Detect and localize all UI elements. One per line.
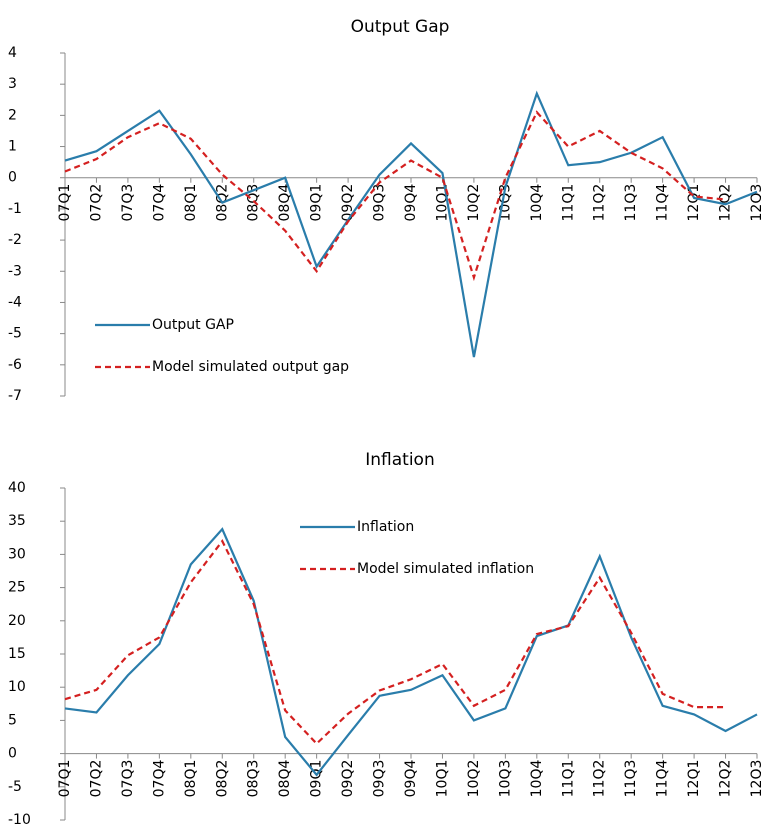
y-tick-label: -6 (8, 357, 22, 373)
x-tick-label: 10Q2 (466, 184, 482, 222)
x-tick-label: 08Q1 (183, 760, 199, 798)
y-tick-label: 25 (8, 580, 26, 596)
x-tick-label: 11Q1 (560, 184, 576, 222)
x-tick-label: 11Q2 (592, 184, 608, 222)
x-tick-label: 11Q1 (560, 760, 576, 798)
x-tick-label: 08Q3 (246, 760, 262, 798)
x-tick-label: 09Q3 (372, 760, 388, 798)
x-tick-label: 09Q3 (372, 184, 388, 222)
x-tick-label: 10Q4 (529, 760, 545, 798)
x-tick-label: 11Q3 (623, 184, 639, 222)
series-line (64, 90, 758, 358)
x-tick-label: 12Q2 (718, 760, 734, 798)
x-tick-label: 11Q4 (655, 184, 671, 222)
y-tick-label: -4 (8, 294, 22, 310)
y-tick-label: -2 (8, 232, 22, 248)
legend-label: Model simulated output gap (152, 359, 349, 375)
y-tick-label: 20 (8, 613, 26, 629)
x-tick-label: 07Q4 (151, 184, 167, 222)
y-tick-label: 3 (8, 76, 17, 92)
series-line (64, 527, 758, 777)
y-tick-label: 0 (8, 746, 17, 762)
x-tick-label: 07Q2 (88, 760, 104, 798)
x-tick-label: 09Q1 (309, 760, 325, 798)
legend-label: Output GAP (152, 317, 234, 333)
x-tick-label: 08Q1 (183, 184, 199, 222)
x-tick-label: 11Q2 (592, 760, 608, 798)
x-tick-label: 12Q3 (749, 760, 761, 798)
x-tick-label: 10Q4 (529, 184, 545, 222)
chart-title: Output Gap (351, 17, 450, 37)
y-tick-label: 15 (8, 646, 26, 662)
y-tick-label: 30 (8, 546, 26, 562)
x-tick-label: 12Q3 (749, 184, 761, 222)
x-tick-label: 11Q4 (655, 760, 671, 798)
x-tick-label: 09Q1 (309, 184, 325, 222)
x-tick-label: 10Q3 (497, 760, 513, 798)
y-tick-label: 5 (8, 712, 17, 728)
x-tick-label: 07Q3 (120, 184, 136, 222)
y-tick-label: 40 (8, 480, 26, 496)
x-tick-label: 12Q2 (718, 184, 734, 222)
x-tick-label: 10Q1 (434, 760, 450, 798)
y-tick-label: 2 (8, 107, 17, 123)
y-tick-label: 4 (8, 45, 17, 61)
x-tick-label: 11Q3 (623, 760, 639, 798)
x-tick-label: 09Q4 (403, 184, 419, 222)
x-tick-label: 10Q2 (466, 760, 482, 798)
x-tick-label: 08Q2 (214, 760, 230, 798)
y-tick-label: -5 (8, 326, 22, 342)
x-tick-label: 07Q4 (151, 760, 167, 798)
x-tick-label: 07Q1 (57, 184, 73, 222)
y-tick-label: 1 (8, 139, 17, 155)
x-tick-label: 12Q1 (686, 760, 702, 798)
y-tick-label: -7 (8, 388, 22, 404)
legend-label: Model simulated inflation (357, 561, 534, 577)
x-tick-label: 07Q1 (57, 760, 73, 798)
series-line (64, 539, 726, 746)
y-tick-label: -10 (8, 812, 31, 825)
y-tick-label: 35 (8, 513, 26, 529)
y-tick-label: 10 (8, 679, 26, 695)
legend-label: Inflation (357, 519, 414, 535)
y-tick-label: 0 (8, 170, 17, 186)
x-tick-label: 07Q3 (120, 760, 136, 798)
x-tick-label: 09Q2 (340, 760, 356, 798)
x-tick-label: 08Q4 (277, 760, 293, 798)
y-tick-label: -5 (8, 779, 22, 795)
y-tick-label: -3 (8, 263, 22, 279)
chart-title: Inflation (365, 450, 434, 470)
y-tick-label: -1 (8, 201, 22, 217)
series-line (64, 110, 726, 282)
x-tick-label: 09Q4 (403, 760, 419, 798)
x-tick-label: 09Q2 (340, 184, 356, 222)
x-tick-label: 08Q4 (277, 184, 293, 222)
x-tick-label: 07Q2 (88, 184, 104, 222)
